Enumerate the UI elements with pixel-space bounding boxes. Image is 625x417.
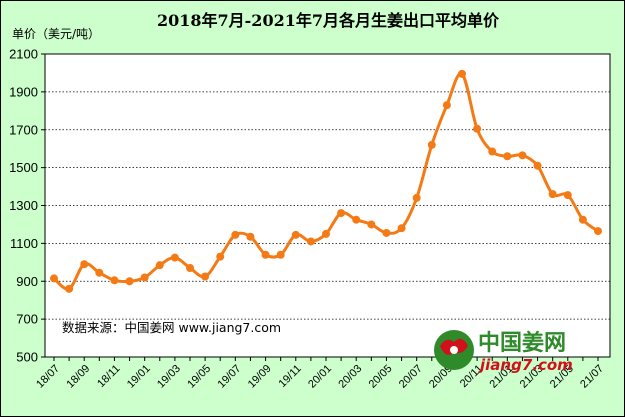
data-point [246, 232, 255, 241]
data-point [231, 230, 240, 239]
ginger-logo-icon [434, 330, 474, 370]
y-axis-ticks: 500 700 900 1100 1300 1500 1700 1900 2100 [9, 47, 45, 365]
y-tick-label: 1900 [9, 84, 38, 99]
series-group [50, 69, 602, 293]
data-point [261, 250, 270, 259]
data-point [367, 220, 376, 229]
x-tick-label: 20/03 [336, 363, 364, 391]
data-point [50, 274, 58, 283]
x-tick-label: 20/01 [306, 363, 334, 391]
data-point [473, 124, 482, 133]
data-point [412, 193, 421, 202]
x-tick-label: 18/11 [95, 363, 122, 390]
chart-title: 2018年7月-2021年7月各月生姜出口平均单价 [157, 11, 500, 30]
data-point [427, 140, 436, 149]
x-tick-label: 19/05 [185, 363, 213, 391]
y-tick-label: 1500 [9, 160, 38, 175]
data-point [458, 69, 466, 78]
x-tick-label: 20/07 [397, 363, 425, 391]
data-point [594, 227, 602, 236]
data-point [548, 190, 557, 199]
data-point [140, 273, 149, 282]
x-tick-label: 20/05 [367, 363, 395, 391]
y-axis-unit-label: 单价（美元/吨） [12, 27, 100, 41]
data-point [382, 228, 391, 237]
x-tick-label: 18/07 [34, 363, 62, 391]
data-point [322, 229, 330, 238]
y-tick-label: 700 [16, 312, 38, 327]
data-point [397, 224, 406, 233]
y-tick-label: 1700 [9, 122, 38, 137]
data-point [291, 230, 300, 239]
data-point [216, 252, 225, 261]
plot-area [44, 53, 611, 358]
y-tick-label: 900 [16, 274, 38, 289]
data-point [306, 237, 315, 246]
data-point [563, 191, 572, 200]
x-tick-label: 19/09 [246, 363, 274, 391]
data-point [518, 151, 527, 160]
data-point [578, 215, 587, 224]
data-point [80, 260, 89, 269]
y-tick-label: 1300 [9, 198, 38, 213]
site-logo: 中国姜网 jiang7.com [434, 330, 573, 374]
x-tick-label: 19/03 [155, 363, 183, 391]
x-tick-label: 19/07 [216, 363, 244, 391]
data-point [276, 250, 285, 259]
logo-chinese-name: 中国姜网 [478, 330, 566, 356]
data-point [488, 147, 497, 156]
data-point [201, 272, 210, 281]
data-point [503, 152, 512, 161]
y-tick-label: 1100 [10, 236, 38, 251]
data-point [170, 253, 179, 262]
x-tick-label: 19/01 [125, 363, 153, 391]
data-point [186, 263, 194, 272]
y-tick-label: 500 [16, 350, 38, 365]
data-point [65, 284, 74, 293]
source-watermark: 数据来源：中国姜网 www.jiang7.com [62, 320, 281, 335]
logo-url: jiang7.com [478, 356, 573, 374]
x-tick-label: 18/09 [64, 363, 92, 391]
data-point [442, 101, 451, 110]
data-point [125, 277, 134, 286]
y-tick-label: 2100 [9, 47, 38, 62]
data-point [337, 209, 346, 218]
data-point [533, 161, 542, 170]
data-point [95, 268, 104, 277]
data-point [155, 261, 164, 270]
x-tick-label: 19/11 [277, 363, 304, 390]
data-point [352, 215, 361, 224]
data-point [110, 276, 119, 285]
x-tick-label: 21/07 [578, 363, 606, 391]
